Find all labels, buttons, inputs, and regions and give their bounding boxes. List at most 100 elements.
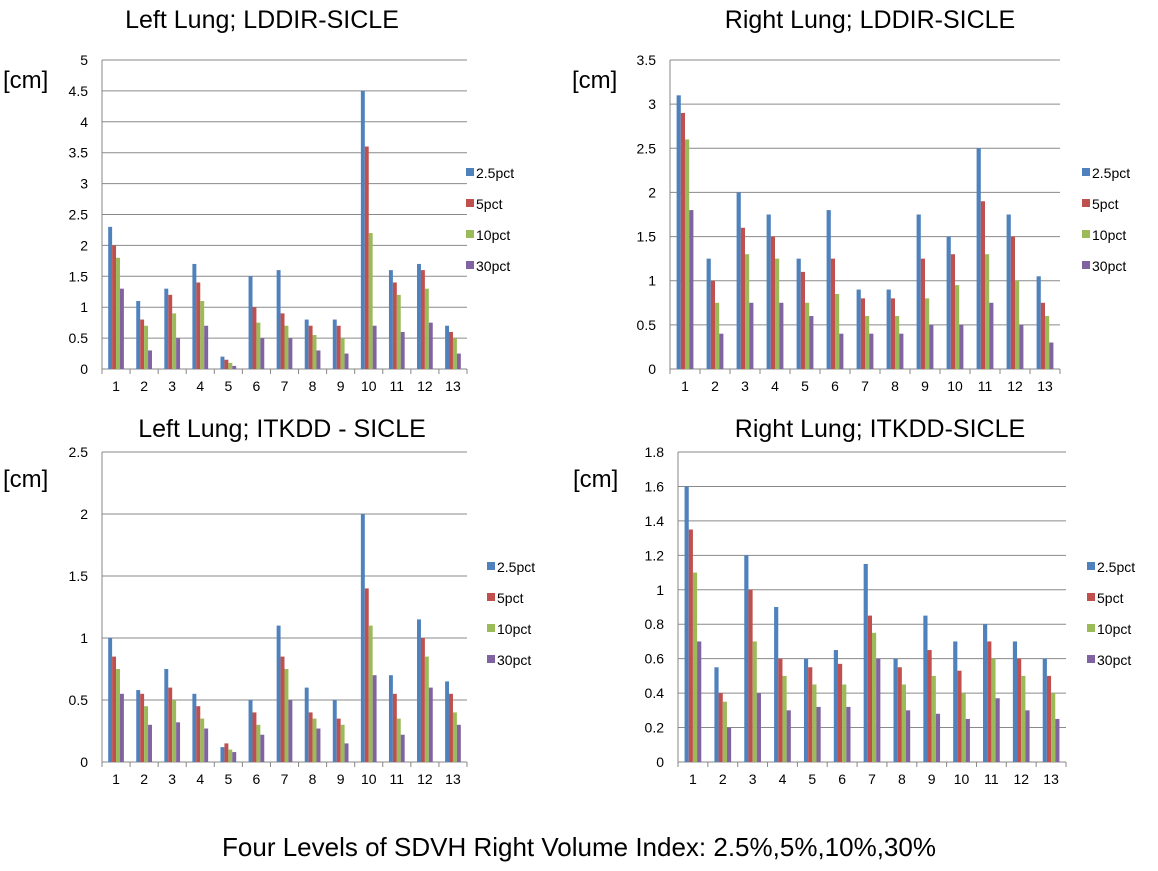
- y-tick-label: 4.5: [69, 83, 89, 99]
- bar-30pct-cat-9: [935, 713, 941, 762]
- bar-30pct-cat-12: [428, 687, 433, 762]
- bar-2_5pct-cat-9: [332, 319, 337, 369]
- bar-2_5pct-cat-9: [332, 700, 337, 762]
- bar-10pct-cat-6: [835, 293, 840, 369]
- x-tick-label: 9: [921, 378, 929, 394]
- legend-label: 2.5pct: [497, 559, 535, 575]
- bar-10pct-cat-5: [812, 684, 817, 762]
- bar-10pct-cat-8: [895, 316, 900, 369]
- bar-10pct-cat-12: [1021, 675, 1026, 762]
- legend-label: 10pct: [1097, 621, 1131, 637]
- y-tick-label: 5: [80, 52, 88, 68]
- bar-2_5pct-cat-2: [136, 690, 141, 762]
- x-tick-label: 1: [112, 378, 120, 394]
- bar-10pct-cat-7: [865, 316, 870, 369]
- y-tick-label: 0: [80, 361, 88, 377]
- bar-10pct-cat-11: [396, 718, 401, 762]
- x-tick-label: 11: [390, 378, 405, 394]
- x-tick-label: 6: [838, 771, 846, 787]
- bar-5pct-cat-12: [420, 638, 425, 762]
- bar-2_5pct-cat-12: [417, 263, 421, 369]
- bar-30pct-cat-7: [288, 338, 293, 369]
- bar-5pct-cat-9: [920, 258, 925, 369]
- chart-title: Right Lung; ITKDD-SICLE: [735, 415, 1025, 443]
- bar-2_5pct-cat-1: [108, 638, 113, 762]
- bar-30pct-cat-2: [726, 727, 732, 762]
- bar-30pct-cat-1: [119, 693, 124, 762]
- bar-2_5pct-cat-6: [248, 276, 253, 369]
- y-tick-label: 2: [80, 237, 88, 253]
- bar-30pct-cat-8: [316, 350, 321, 369]
- y-tick-label: 3.5: [69, 145, 89, 161]
- x-tick-label: 6: [253, 378, 261, 394]
- x-tick-label: 3: [749, 771, 757, 787]
- bar-5pct-cat-2: [140, 319, 145, 369]
- bar-2_5pct-cat-8: [304, 687, 309, 762]
- legend-label: 5pct: [1097, 590, 1124, 606]
- bar-10pct-cat-6: [256, 724, 261, 762]
- x-tick-label: 13: [445, 771, 461, 787]
- legend-label: 2.5pct: [476, 165, 514, 181]
- bar-5pct-cat-8: [308, 712, 313, 762]
- y-tick-label: 0.5: [69, 692, 89, 708]
- bar-30pct-cat-11: [400, 331, 405, 369]
- x-tick-label: 2: [140, 378, 148, 394]
- chart-legend: 2.5pct 5pct 10pct 30pct: [1087, 559, 1135, 668]
- bar-5pct-cat-6: [252, 307, 257, 369]
- bar-2_5pct-cat-7: [276, 270, 281, 369]
- chart-panel-2: Right Lung; LDDIR-SICLE [cm] 0 0.5 1 1.5 2 2.5 3…: [572, 6, 1130, 394]
- bar-2_5pct-cat-5: [220, 356, 225, 369]
- x-tick-label: 8: [309, 771, 317, 787]
- bar-5pct-cat-9: [927, 650, 932, 762]
- bar-30pct-cat-1: [119, 288, 124, 369]
- bar-10pct-cat-2: [715, 302, 720, 369]
- bar-10pct-cat-4: [775, 258, 780, 369]
- bar-2_5pct-cat-3: [164, 288, 169, 369]
- bar-10pct-cat-1: [116, 257, 120, 369]
- bar-10pct-cat-1: [685, 139, 690, 369]
- bar-30pct-cat-6: [260, 734, 265, 762]
- bar-5pct-cat-6: [830, 258, 835, 369]
- bar-5pct-cat-1: [112, 656, 117, 762]
- x-tick-label: 4: [771, 378, 779, 394]
- bar-2_5pct-cat-4: [774, 607, 779, 762]
- x-tick-label: 10: [947, 378, 963, 394]
- bar-10pct-cat-5: [805, 302, 810, 369]
- bar-5pct-cat-7: [867, 615, 872, 762]
- bar-2_5pct-cat-10: [360, 90, 365, 370]
- bar-5pct-cat-8: [897, 667, 902, 762]
- bar-5pct-cat-6: [252, 712, 257, 762]
- bar-10pct-cat-7: [284, 325, 289, 369]
- x-tick-label: 13: [445, 378, 461, 394]
- bar-5pct-cat-7: [280, 313, 285, 369]
- bar-2_5pct-cat-7: [856, 289, 861, 369]
- bar-2_5pct-cat-11: [388, 675, 393, 762]
- x-tick-label: 2: [711, 378, 719, 394]
- legend-swatch-2_5pct: [1087, 562, 1095, 570]
- y-tick-label: 0: [656, 754, 664, 770]
- y-tick-label: 0.5: [69, 330, 89, 346]
- y-tick-label: 0.6: [645, 651, 665, 667]
- bar-2_5pct-cat-1: [108, 226, 113, 369]
- y-tick-label: 0.4: [645, 685, 665, 701]
- legend-label: 30pct: [1097, 652, 1131, 668]
- y-tick-label: 2.5: [69, 207, 89, 223]
- bar-10pct-cat-13: [452, 712, 457, 762]
- bar-30pct-cat-8: [906, 710, 911, 762]
- bar-5pct-cat-9: [336, 325, 341, 369]
- bar-30pct-cat-13: [456, 353, 461, 369]
- legend-label: 2.5pct: [1097, 559, 1135, 575]
- bar-5pct-cat-13: [449, 693, 453, 762]
- bar-10pct-cat-12: [424, 288, 429, 369]
- bar-30pct-cat-6: [846, 706, 851, 762]
- bar-2_5pct-cat-12: [1012, 641, 1018, 762]
- bar-30pct-cat-2: [148, 350, 152, 369]
- legend-label: 30pct: [476, 258, 510, 274]
- bar-30pct-cat-2: [719, 333, 724, 369]
- legend-label: 5pct: [476, 196, 503, 212]
- bar-10pct-cat-10: [961, 693, 966, 762]
- bar-5pct-cat-11: [392, 693, 397, 762]
- bar-5pct-cat-10: [957, 670, 962, 762]
- x-tick-label: 1: [689, 771, 697, 787]
- bar-10pct-cat-8: [312, 335, 317, 369]
